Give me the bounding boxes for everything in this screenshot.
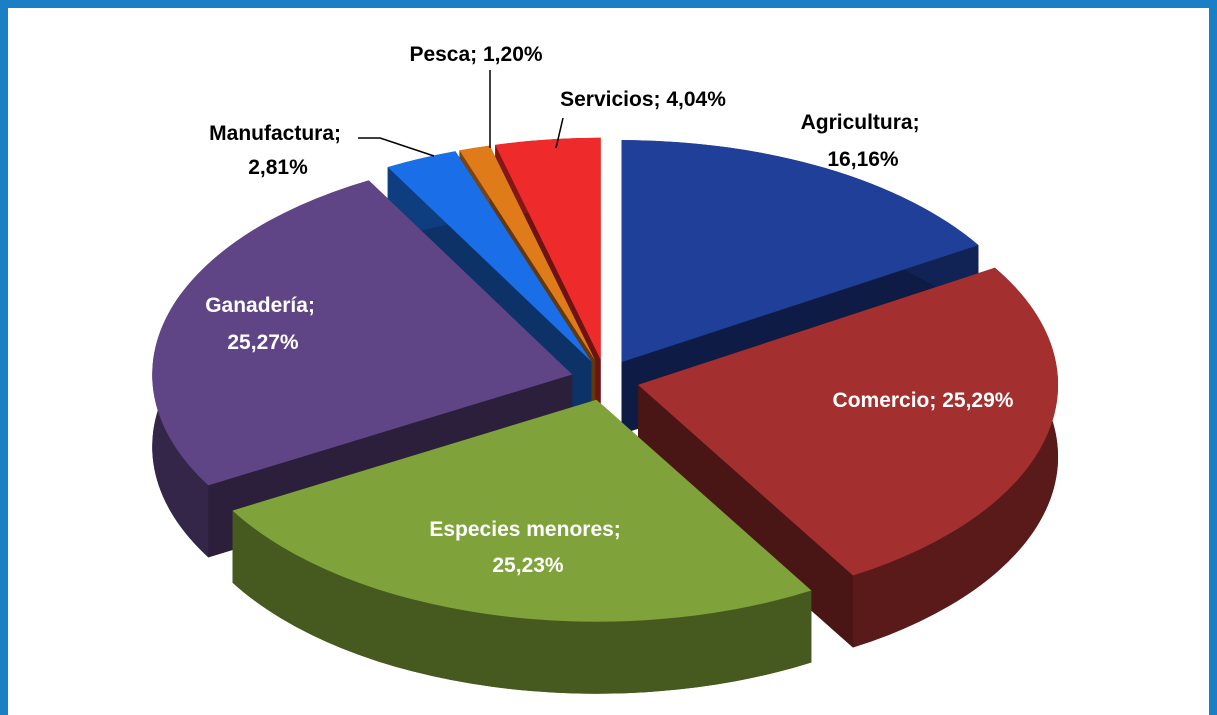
separator: ; bbox=[654, 88, 667, 111]
chart: Agricultura; 16,16% Comercio; 25,29% Espec… bbox=[152, 43, 1059, 694]
slice-side bbox=[232, 510, 812, 694]
category-label: Manufactura bbox=[209, 122, 334, 145]
data-label: Especies menores; 25,23% bbox=[429, 518, 626, 577]
category-label: Pesca bbox=[409, 43, 470, 66]
slice bbox=[232, 399, 812, 694]
value-label: 1,20% bbox=[483, 43, 543, 66]
category-label: Comercio bbox=[833, 389, 930, 412]
data-label: Servicios; 4,04% bbox=[560, 88, 726, 111]
separator: ; bbox=[614, 518, 627, 541]
slice-top bbox=[495, 137, 601, 360]
value-label: 25,29% bbox=[942, 389, 1014, 412]
slice-top bbox=[459, 145, 596, 361]
slice-top bbox=[152, 180, 573, 486]
leader-line bbox=[555, 117, 564, 149]
value-label: 25,27% bbox=[227, 331, 299, 354]
category-label: Servicios bbox=[560, 88, 653, 111]
separator: ; bbox=[913, 111, 926, 134]
category-label: Especies menores bbox=[429, 518, 613, 541]
category-label: Agricultura bbox=[801, 111, 913, 134]
data-label: Manufactura; 2,81% bbox=[209, 122, 347, 179]
separator: ; bbox=[470, 43, 483, 66]
data-label: Agricultura; 16,16% bbox=[801, 111, 926, 171]
slice-top bbox=[621, 140, 979, 363]
separator: ; bbox=[308, 294, 321, 317]
data-label: Comercio; 25,29% bbox=[833, 389, 1014, 412]
slice-side bbox=[852, 267, 1059, 648]
category-label: Ganadería bbox=[205, 294, 308, 317]
slice-top bbox=[638, 267, 1059, 576]
slice bbox=[638, 267, 1059, 648]
value-label: 2,81% bbox=[248, 156, 308, 179]
value-label: 16,16% bbox=[827, 148, 899, 171]
value-label: 4,04% bbox=[666, 88, 726, 111]
separator: ; bbox=[929, 389, 942, 412]
separator: ; bbox=[334, 122, 347, 145]
leader-line bbox=[358, 137, 435, 157]
slice-top bbox=[387, 151, 592, 362]
slice-top bbox=[232, 399, 812, 622]
data-label: Ganadería; 25,27% bbox=[205, 294, 321, 354]
data-label: Pesca; 1,20% bbox=[409, 43, 542, 66]
value-label: 25,23% bbox=[492, 554, 564, 577]
